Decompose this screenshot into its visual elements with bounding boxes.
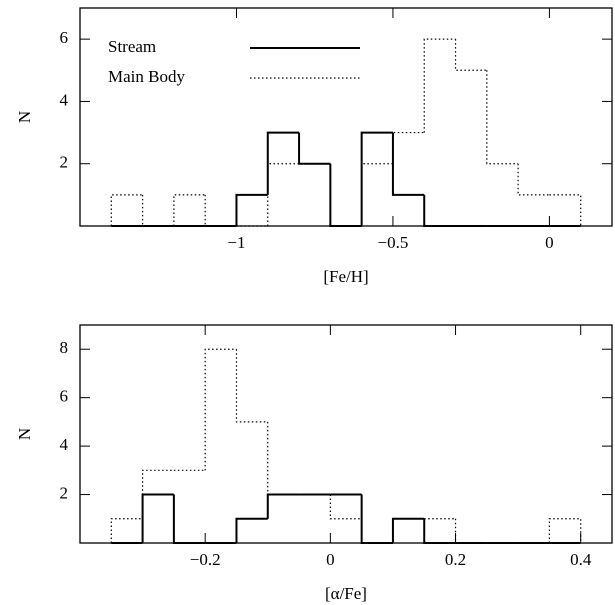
histogram-step [517,163,550,196]
x-tick-label: 0.2 [445,550,466,569]
x-tick-label: −1 [227,233,245,252]
y-tick-label: 4 [60,90,69,109]
y-tick-label: 8 [60,338,69,357]
histogram-step [392,131,425,164]
histogram-step [329,163,362,227]
histogram-step [360,131,393,226]
histogram-step [423,194,456,227]
histogram-step [173,194,206,226]
y-axis-label: N [15,428,34,440]
histogram-step [110,518,143,543]
histogram-step [266,493,300,519]
histogram-step [423,38,456,133]
histogram-step [235,193,268,226]
histogram-step [548,518,582,543]
histogram-step [267,163,300,226]
histogram-step [361,163,393,226]
histogram-step [392,518,425,543]
histogram-step [423,518,456,544]
histogram-step [329,163,362,227]
y-tick-label: 6 [60,28,69,47]
x-tick-label: 0 [545,233,554,252]
x-axis-label: [α/Fe] [325,584,367,603]
legend-label: Stream [108,37,156,56]
histogram-step [235,349,268,423]
histogram-step [204,194,237,227]
histogram-step [266,131,300,195]
histogram-step [329,494,362,520]
y-tick-label: 4 [60,435,69,454]
legend-label: Main Body [108,67,185,86]
histogram-step [141,469,174,519]
histogram-step [235,517,268,543]
x-axis-label: [Fe/H] [323,267,368,286]
plot-frame [79,324,613,544]
histogram-step [361,518,393,544]
x-tick-label: 0.4 [570,550,592,569]
histogram-step [391,132,425,196]
histogram-step [360,494,393,544]
x-tick-label: −0.2 [190,550,221,569]
y-axis-label: N [15,111,34,123]
histogram-step [549,194,582,226]
histogram-step [486,70,519,165]
x-tick-label: 0 [326,550,335,569]
histogram-step [298,132,331,165]
histogram-step [141,493,174,543]
histogram-step [141,194,174,227]
histogram-step [454,39,487,71]
y-tick-label: 2 [60,483,69,502]
histogram-step [454,518,487,544]
histogram-step [110,194,143,226]
x-tick-label: −0.5 [378,233,409,252]
plot-frame [79,7,613,227]
histogram-step [267,421,300,496]
histogram-step [172,494,206,544]
y-tick-label: 2 [60,153,69,172]
histogram-step [204,348,237,471]
histogram-step [391,517,425,543]
y-tick-label: 6 [60,387,69,406]
